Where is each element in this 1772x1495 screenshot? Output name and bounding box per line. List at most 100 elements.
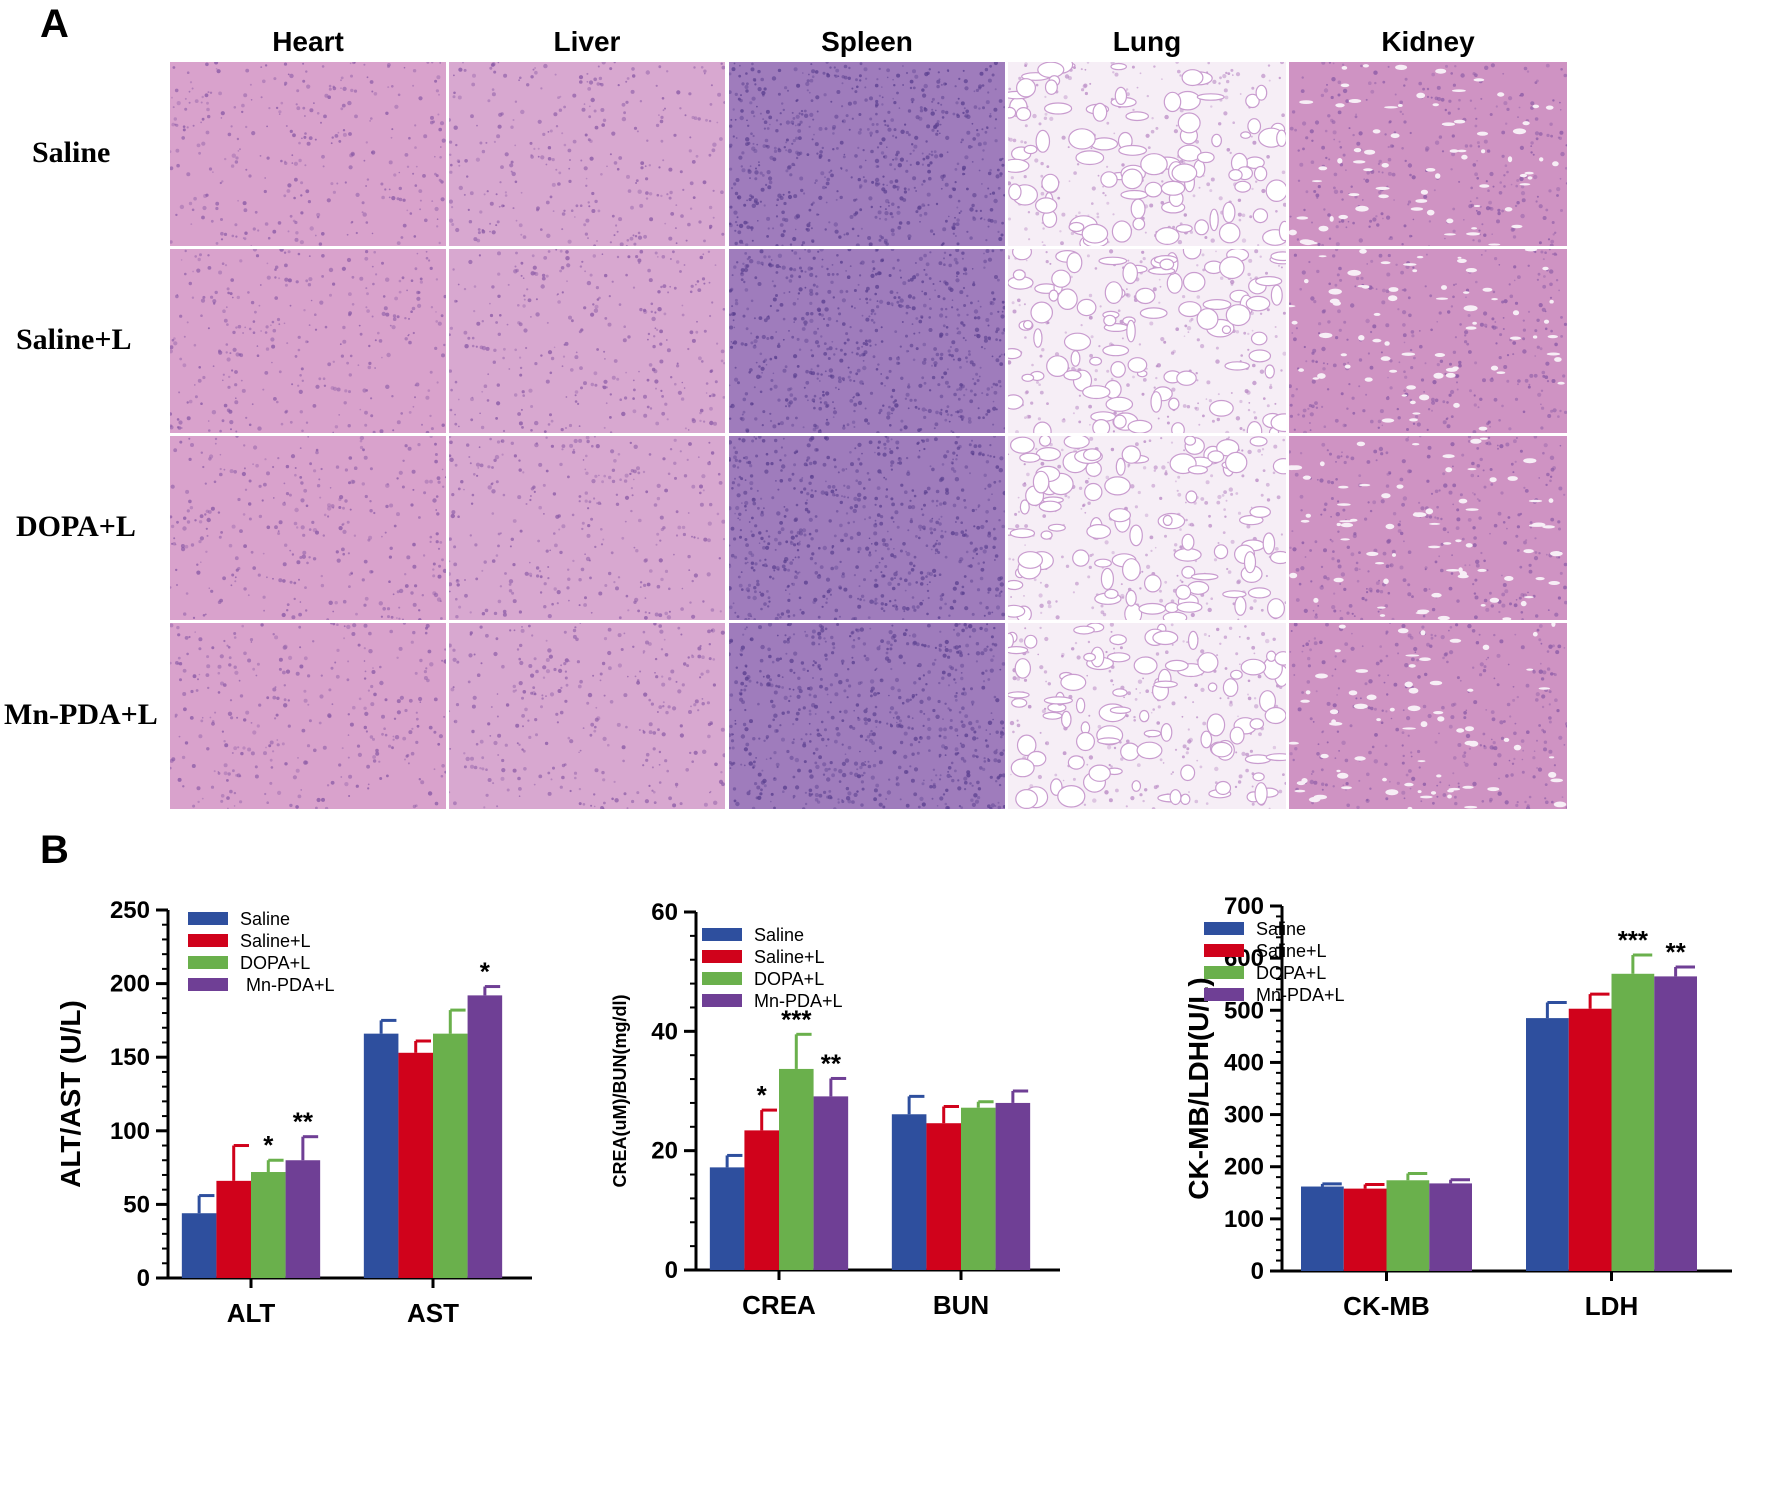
histology-heart-mn-pda-l bbox=[170, 623, 446, 809]
x-tick-label-ast: AST bbox=[407, 1298, 459, 1328]
legend-swatch-dopa-l bbox=[188, 956, 228, 969]
histology-kidney-mn-pda-l bbox=[1289, 623, 1567, 809]
significance-marker: * bbox=[757, 1080, 768, 1110]
bar-ast-dopa-l bbox=[433, 1033, 468, 1278]
histology-heart-saline-l bbox=[170, 249, 446, 433]
legend-label: Saline+L bbox=[240, 931, 311, 951]
significance-marker: ** bbox=[821, 1048, 842, 1078]
bar-bun-dopa-l bbox=[961, 1107, 996, 1270]
bar-bun-saline bbox=[891, 1114, 927, 1270]
legend-swatch-saline-l bbox=[188, 934, 228, 947]
row-label-saline-l: Saline+L bbox=[16, 323, 132, 356]
x-tick-label-crea: CREA bbox=[742, 1290, 816, 1320]
bar-ast-saline-l bbox=[398, 1052, 433, 1278]
histology-lung-saline-l bbox=[1008, 249, 1286, 433]
histology-liver-saline bbox=[449, 62, 725, 246]
y-tick-label: 300 bbox=[1224, 1102, 1264, 1129]
legend-swatch-saline-l bbox=[702, 950, 742, 963]
y-tick-label: 0 bbox=[1251, 1258, 1264, 1285]
legend-swatch-saline-l bbox=[1204, 944, 1244, 957]
bar-ast-saline bbox=[363, 1033, 399, 1278]
significance-marker: *** bbox=[1618, 925, 1649, 955]
legend-label: Saline+L bbox=[754, 947, 825, 967]
histology-lung-dopa-l bbox=[1008, 436, 1286, 620]
histology-kidney-dopa-l bbox=[1289, 436, 1567, 620]
bar-ldh-mn-pda-l bbox=[1654, 976, 1697, 1271]
y-tick-label: 200 bbox=[110, 971, 150, 998]
column-label-lung: Lung bbox=[1112, 26, 1182, 57]
histology-spleen-saline bbox=[729, 62, 1005, 246]
legend-swatch-saline bbox=[702, 928, 742, 941]
significance-marker: *** bbox=[781, 1004, 812, 1034]
bar-crea-saline bbox=[709, 1167, 745, 1270]
bar-bun-mn-pda-l bbox=[995, 1102, 1031, 1270]
y-tick-label: 500 bbox=[1224, 997, 1264, 1024]
y-tick-label: 60 bbox=[651, 899, 678, 926]
y-tick-label: 50 bbox=[123, 1191, 150, 1218]
bar-ckmb-saline-l bbox=[1343, 1188, 1387, 1271]
x-tick-label-ldh: LDH bbox=[1585, 1291, 1638, 1321]
bar-ldh-dopa-l bbox=[1611, 973, 1655, 1271]
panel-b-label: B bbox=[40, 828, 69, 872]
legend-label: Saline bbox=[1256, 919, 1306, 939]
significance-marker: * bbox=[263, 1130, 274, 1160]
column-label-liver: Liver bbox=[553, 26, 621, 57]
legend-label: Mn-PDA+L bbox=[1256, 985, 1345, 1005]
histology-spleen-mn-pda-l bbox=[729, 623, 1005, 809]
bar-crea-mn-pda-l bbox=[813, 1096, 849, 1270]
significance-marker: ** bbox=[1666, 937, 1687, 967]
histology-liver-mn-pda-l bbox=[449, 623, 725, 809]
bar-alt-saline bbox=[181, 1213, 217, 1278]
bar-ldh-saline bbox=[1526, 1018, 1569, 1271]
x-tick-label-bun: BUN bbox=[933, 1290, 989, 1320]
bar-ast-mn-pda-l bbox=[467, 995, 503, 1278]
legend-swatch-saline bbox=[188, 912, 228, 925]
histology-heart-dopa-l bbox=[170, 436, 446, 620]
histology-liver-dopa-l bbox=[449, 436, 725, 620]
y-tick-label: 20 bbox=[651, 1138, 678, 1165]
row-label-dopa-l: DOPA+L bbox=[16, 510, 136, 543]
legend-label: Mn-PDA+L bbox=[246, 975, 335, 995]
bar-ckmb-saline bbox=[1301, 1186, 1344, 1271]
legend-label: DOPA+L bbox=[240, 953, 310, 973]
x-tick-label-ckmb: CK-MB bbox=[1343, 1291, 1430, 1321]
y-tick-label: 100 bbox=[1224, 1206, 1264, 1233]
legend-label: Saline bbox=[754, 925, 804, 945]
bar-ldh-saline-l bbox=[1568, 1008, 1612, 1271]
legend-label: DOPA+L bbox=[754, 969, 824, 989]
panel-a-label: A bbox=[40, 2, 69, 46]
y-tick-label: 100 bbox=[110, 1118, 150, 1145]
histology-kidney-saline-l bbox=[1289, 249, 1567, 433]
legend-label: DOPA+L bbox=[1256, 963, 1326, 983]
y-tick-label: 0 bbox=[137, 1265, 150, 1292]
y-tick-label: 250 bbox=[110, 897, 150, 924]
bar-bun-saline-l bbox=[926, 1123, 961, 1270]
legend-swatch-dopa-l bbox=[702, 972, 742, 985]
y-axis-label: CREA(uM)/BUN(mg/dl) bbox=[610, 995, 630, 1188]
column-label-heart: Heart bbox=[272, 26, 344, 57]
legend-swatch-mn-pda-l bbox=[702, 994, 742, 1007]
legend-swatch-mn-pda-l bbox=[1204, 988, 1244, 1001]
histology-kidney-saline bbox=[1289, 62, 1567, 246]
column-label-kidney: Kidney bbox=[1381, 26, 1475, 57]
legend-label: Saline+L bbox=[1256, 941, 1327, 961]
y-axis-label: CK-MB/LDH(U/L) bbox=[1183, 977, 1214, 1199]
column-label-spleen: Spleen bbox=[821, 26, 913, 57]
ckmb-ldh-chart: 0100200300400500600700CK-MB/LDH(U/L)CK-M… bbox=[1183, 893, 1732, 1321]
y-axis-label: ALT/AST (U/L) bbox=[55, 1000, 86, 1188]
significance-marker: * bbox=[480, 957, 491, 987]
histology-heart-saline bbox=[170, 62, 446, 246]
y-tick-label: 200 bbox=[1224, 1154, 1264, 1181]
row-label-mn-pda-l: Mn-PDA+L bbox=[4, 698, 158, 731]
legend-label: Mn-PDA+L bbox=[754, 991, 843, 1011]
significance-marker: ** bbox=[293, 1107, 314, 1137]
histology-spleen-dopa-l bbox=[729, 436, 1005, 620]
bar-crea-saline-l bbox=[744, 1130, 779, 1270]
bar-alt-mn-pda-l bbox=[285, 1160, 321, 1278]
y-tick-label: 0 bbox=[665, 1257, 678, 1284]
legend-label: Saline bbox=[240, 909, 290, 929]
bar-alt-saline-l bbox=[216, 1180, 251, 1278]
legend-swatch-dopa-l bbox=[1204, 966, 1244, 979]
